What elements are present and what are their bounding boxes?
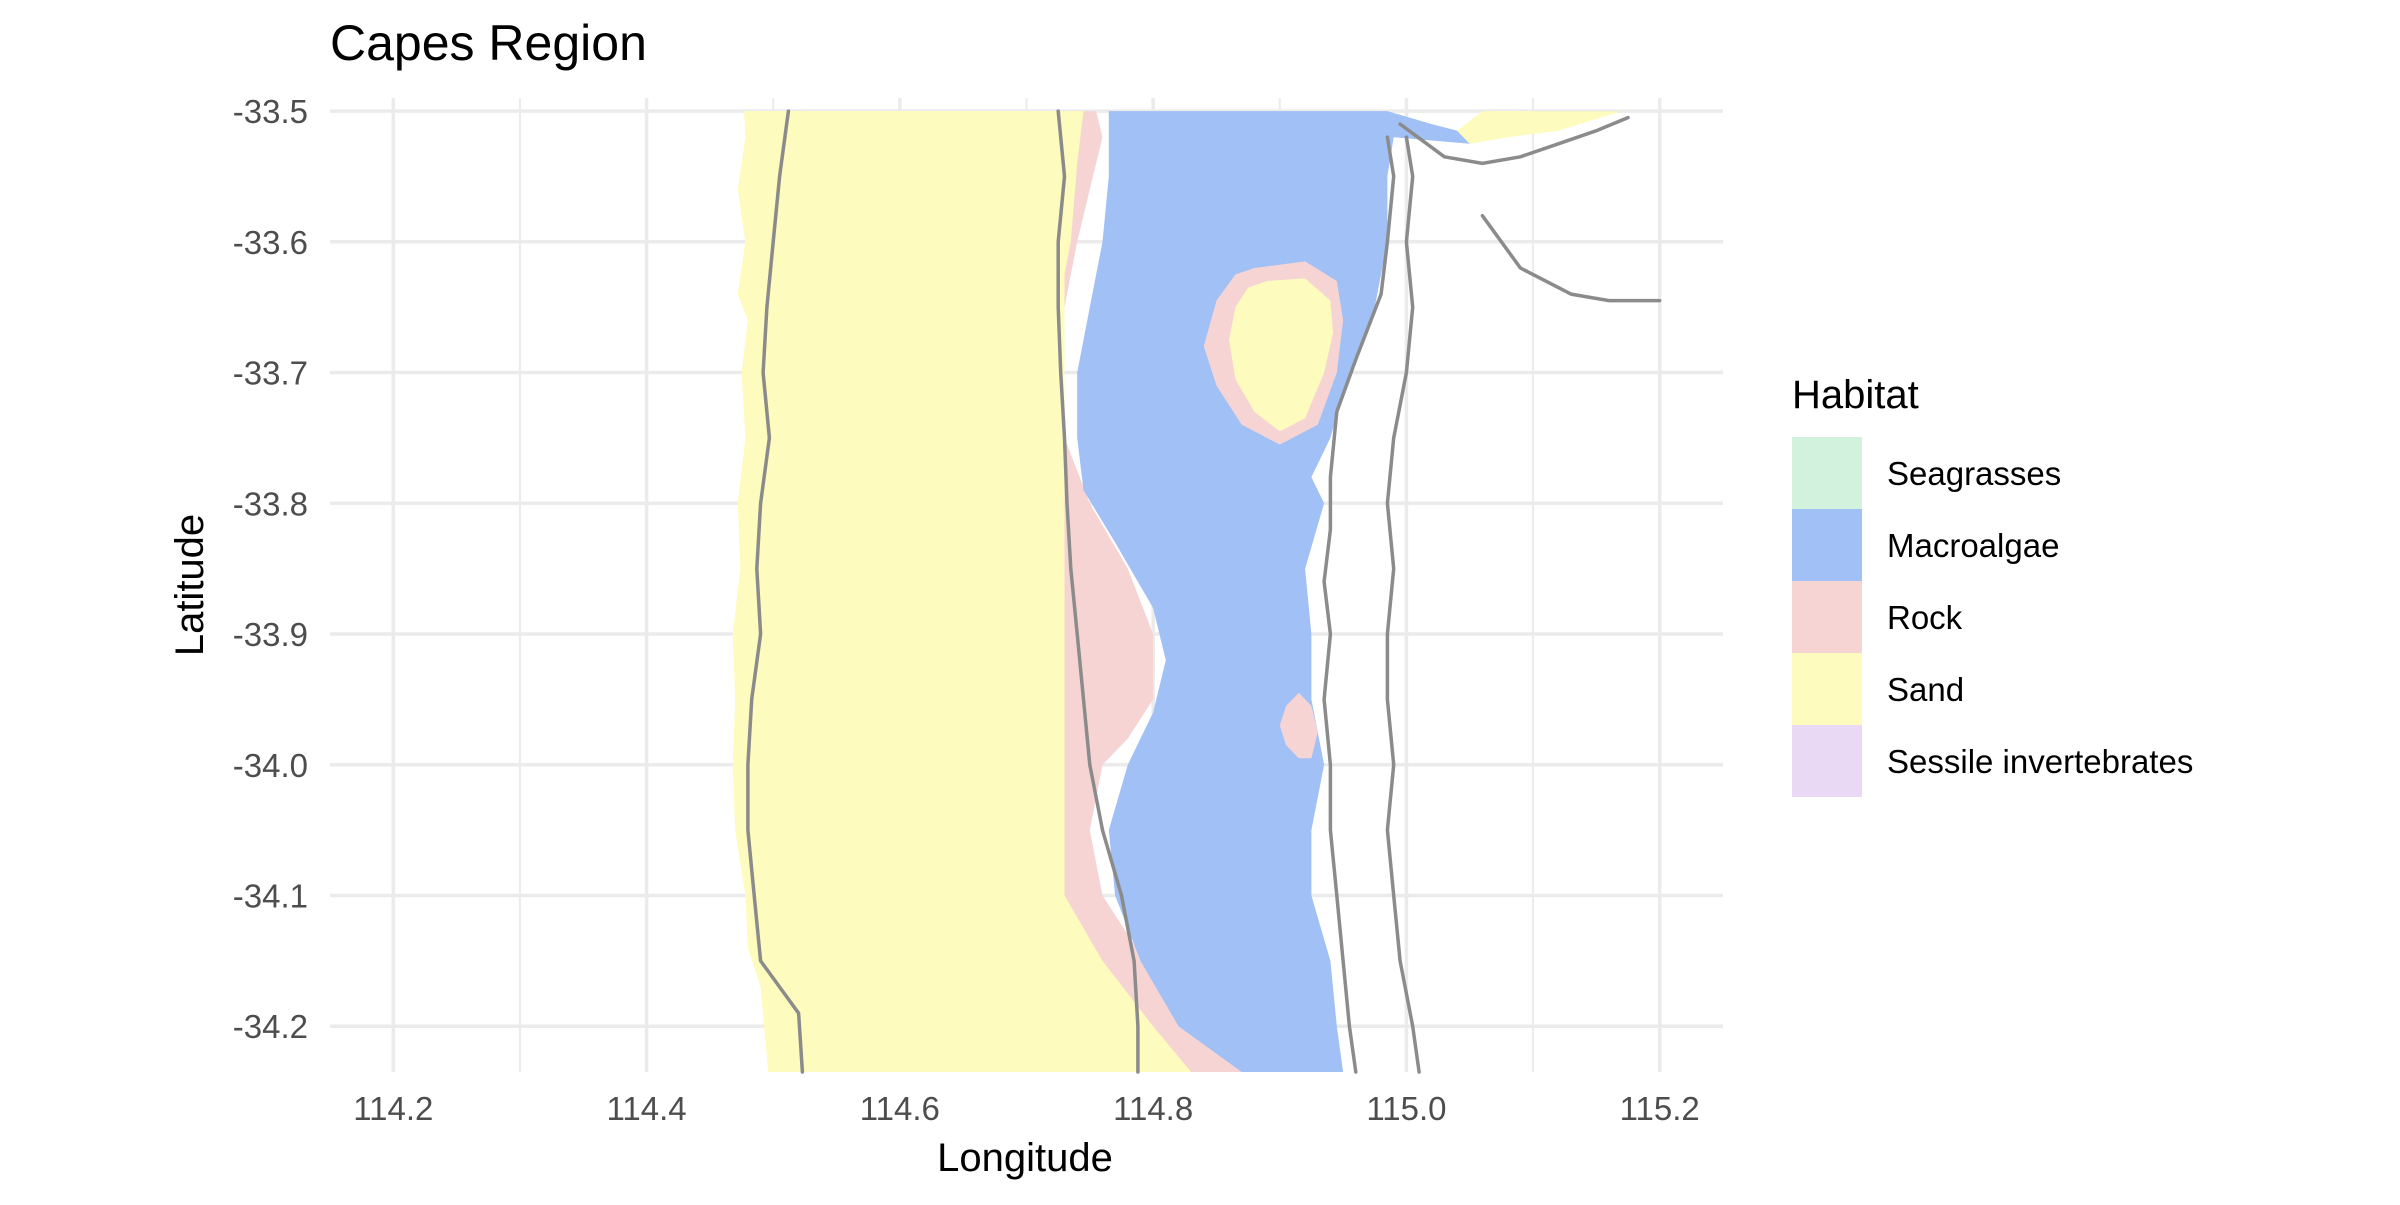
y-axis-tick-labels: -33.5 -33.6 -33.7 -33.8 -33.9 -34.0 -34.1 -34.2: [233, 93, 308, 1045]
northern-shore: [1398, 115, 1630, 166]
coastline-east: [1385, 135, 1421, 1074]
rock-patch-polygon: [1279, 692, 1318, 759]
y-tick-label: -33.5: [233, 93, 308, 130]
legend-label: Seagrasses: [1887, 455, 2061, 492]
y-axis-title: Latitude: [168, 514, 212, 656]
x-tick-label: 114.6: [860, 1090, 940, 1127]
sand-northeast-polygon: [1457, 111, 1622, 144]
x-tick-label: 115.0: [1366, 1090, 1446, 1127]
x-tick-label: 114.8: [1113, 1090, 1193, 1127]
map-title: Capes Region: [330, 15, 647, 71]
x-tick-label: 115.2: [1620, 1090, 1700, 1127]
legend-swatch: [1792, 581, 1862, 653]
macroalgae-polygon: [1077, 111, 1622, 1073]
river-line: [1480, 213, 1662, 303]
legend-swatch: [1792, 653, 1862, 725]
y-tick-label: -34.2: [233, 1008, 308, 1045]
legend-swatch: [1792, 509, 1862, 581]
y-tick-label: -34.1: [233, 878, 308, 915]
habitat-polygons: [732, 111, 1622, 1073]
depth-contour-inner: [1056, 109, 1140, 1074]
y-tick-label: -33.8: [233, 485, 308, 522]
x-tick-label: 114.2: [353, 1090, 433, 1127]
x-axis-title: Longitude: [937, 1136, 1113, 1180]
legend-label: Sessile invertebrates: [1887, 743, 2193, 780]
contour-lines: [746, 109, 1662, 1074]
y-tick-label: -34.0: [233, 747, 308, 784]
legend-title: Habitat: [1792, 373, 1919, 417]
y-tick-label: -33.9: [233, 616, 308, 653]
x-axis-tick-labels: 114.2 114.4 114.6 114.8 115.0 115.2: [353, 1090, 1700, 1127]
legend-label: Rock: [1887, 599, 1963, 636]
depth-contour-outer: [746, 109, 805, 1074]
coastline: [1322, 135, 1396, 1074]
x-tick-label: 114.4: [607, 1090, 687, 1127]
legend-items: Seagrasses Macroalgae Rock Sand Sessile inve…: [1792, 437, 2193, 797]
legend-swatch: [1792, 725, 1862, 797]
legend-label: Sand: [1887, 671, 1964, 708]
sand-west-polygon: [732, 111, 1065, 1073]
legend: Habitat Seagrasses Macroalgae Rock Sand Sess…: [1792, 373, 2193, 797]
y-tick-label: -33.6: [233, 224, 308, 261]
sand-island-polygon: [1229, 278, 1333, 432]
legend-label: Macroalgae: [1887, 527, 2059, 564]
y-tick-label: -33.7: [233, 355, 308, 392]
legend-swatch: [1792, 437, 1862, 509]
